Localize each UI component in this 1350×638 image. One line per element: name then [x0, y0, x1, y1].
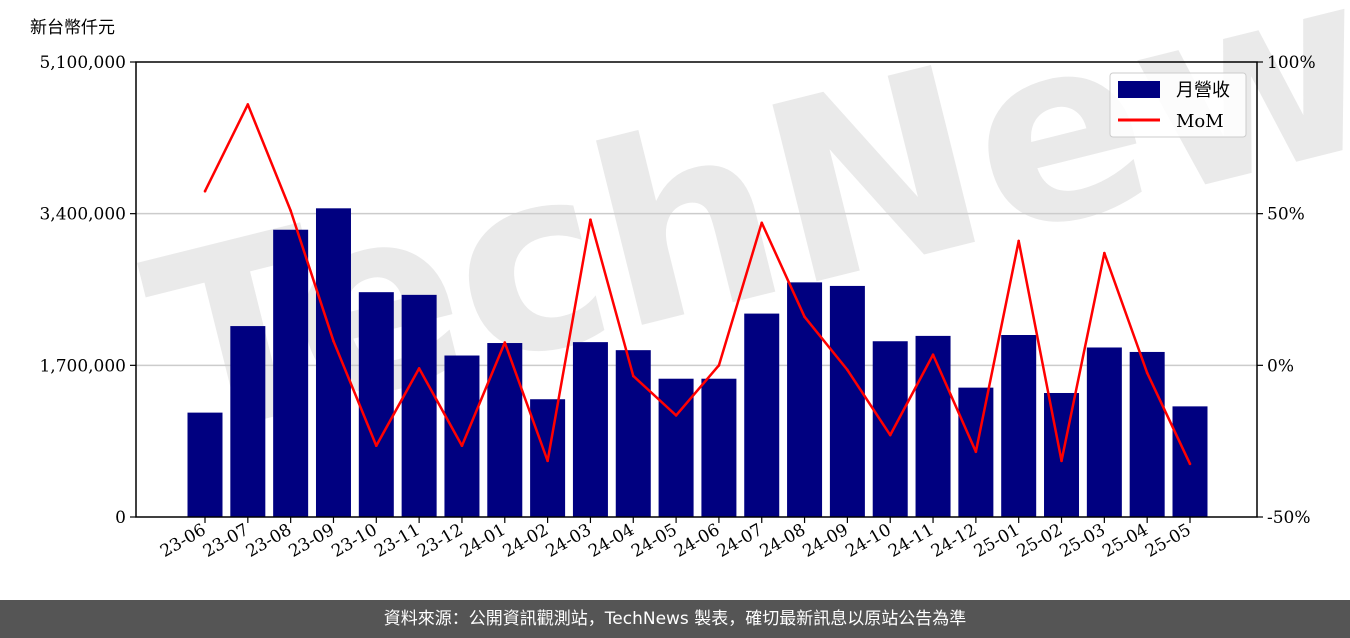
mom-point-25-05 — [1188, 462, 1192, 466]
bar-23-10 — [358, 292, 394, 517]
mom-point-23-11 — [417, 367, 421, 370]
x-tick-label: 25-04 — [1099, 520, 1151, 562]
x-tick-label: 23-12 — [414, 520, 466, 562]
mom-point-23-09 — [332, 339, 335, 343]
x-tick-label: 25-02 — [1014, 520, 1066, 562]
bar-23-07 — [230, 326, 266, 517]
mom-point-23-12 — [460, 444, 464, 448]
mom-point-23-08 — [289, 209, 292, 212]
bar-24-10 — [872, 341, 908, 517]
bar-23-12 — [444, 355, 480, 517]
x-tick-label: 24-06 — [671, 520, 723, 562]
x-tick-label: 24-03 — [542, 520, 594, 562]
mom-point-25-04 — [1145, 371, 1149, 375]
x-tick-label: 23-07 — [200, 520, 252, 562]
bar-23-11 — [401, 294, 437, 517]
footer-source-note: 資料來源：公開資訊觀測站，TechNews 製表，確切最新訊息以原站公告為準 — [0, 600, 1350, 638]
bar-24-09 — [829, 285, 865, 517]
bar-23-09 — [315, 208, 351, 517]
y-right-tick-label: 0% — [1267, 356, 1294, 376]
y-right-tick-label: 50% — [1267, 205, 1305, 225]
y-unit-label: 新台幣仟元 — [30, 18, 115, 38]
x-tick-label: 23-08 — [243, 520, 295, 562]
bar-23-06 — [187, 412, 223, 517]
mom-point-24-03 — [589, 218, 592, 222]
plot-frame — [135, 61, 1258, 518]
mom-point-23-06 — [203, 189, 207, 193]
x-tick-label: 24-11 — [885, 520, 937, 562]
mom-line — [203, 103, 1192, 465]
mom-point-25-01 — [1017, 239, 1020, 243]
mom-point-25-02 — [1060, 459, 1063, 463]
bar-24-03 — [572, 342, 608, 517]
y-left-tick-label: 5,100,000 — [39, 53, 126, 73]
mom-line-series — [203, 103, 1192, 466]
legend-label-line: MoM — [1176, 111, 1224, 132]
bar-series — [187, 208, 1208, 517]
mom-point-24-08 — [803, 315, 806, 319]
mom-point-23-10 — [375, 444, 378, 448]
x-tick-label: 25-05 — [1142, 520, 1194, 562]
legend: 月營收 MoM — [1109, 72, 1247, 138]
mom-point-24-06 — [717, 364, 721, 367]
mom-point-24-09 — [846, 368, 849, 372]
mom-point-24-04 — [631, 374, 635, 378]
x-tick-label: 24-12 — [928, 520, 980, 562]
mom-point-24-01 — [503, 341, 507, 344]
x-tick-label: 24-05 — [628, 520, 680, 562]
bar-25-01 — [1001, 335, 1037, 517]
y-left-tick-label: 3,400,000 — [39, 205, 126, 225]
mom-point-24-12 — [974, 450, 978, 454]
bar-24-11 — [915, 335, 951, 517]
x-tick-label: 25-03 — [1056, 520, 1108, 562]
bar-24-08 — [787, 282, 823, 517]
mom-point-23-07 — [246, 103, 250, 106]
x-tick-label: 23-10 — [328, 520, 380, 562]
bar-24-04 — [615, 350, 651, 517]
mom-point-24-10 — [888, 433, 892, 437]
x-tick-label: 24-02 — [500, 520, 552, 562]
x-tick-label: 24-01 — [457, 520, 509, 562]
bar-25-03 — [1086, 347, 1122, 517]
x-tick-label: 23-09 — [286, 520, 338, 562]
x-tick-label: 24-04 — [585, 520, 637, 562]
x-tick-label: 23-06 — [157, 520, 209, 562]
legend-label-bar: 月營收 — [1176, 80, 1230, 101]
bar-24-06 — [701, 378, 737, 517]
y-axis-left: 0 1,700,000 3,400,000 5,100,000 — [39, 53, 136, 528]
y-right-tick-label: -50% — [1267, 508, 1311, 528]
y-left-tick-label: 0 — [115, 508, 126, 528]
bar-25-04 — [1129, 351, 1165, 517]
bar-23-08 — [273, 229, 309, 517]
legend-swatch-bar — [1118, 81, 1160, 98]
mom-point-24-11 — [931, 353, 935, 357]
bar-24-07 — [744, 313, 780, 517]
y-right-tick-label: 100% — [1267, 53, 1316, 73]
x-tick-label: 24-09 — [799, 520, 851, 562]
y-axis-right: -50% 0% 50% 100% — [1257, 53, 1316, 528]
x-tick-label: 23-11 — [371, 520, 423, 562]
mom-point-24-05 — [674, 414, 678, 417]
revenue-chart: TechNews 23-0623-0723-0823-0923-1023-112… — [30, 0, 1350, 562]
x-tick-label: 24-07 — [714, 520, 766, 562]
x-tick-label: 25-01 — [971, 520, 1023, 562]
mom-point-24-07 — [760, 221, 764, 225]
x-axis: 23-0623-0723-0823-0923-1023-1123-1224-01… — [157, 517, 1195, 562]
x-tick-label: 24-10 — [842, 520, 894, 562]
y-left-tick-label: 1,700,000 — [39, 356, 126, 376]
x-tick-label: 24-08 — [757, 520, 809, 562]
mom-point-25-03 — [1103, 251, 1106, 255]
mom-point-24-02 — [546, 459, 549, 463]
